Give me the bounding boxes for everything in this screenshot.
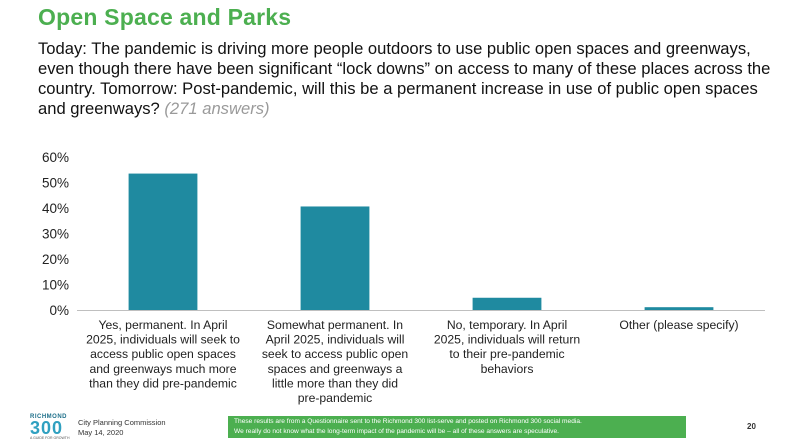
- organization-name: City Planning Commission: [78, 418, 166, 427]
- slide-title: Open Space and Parks: [38, 4, 292, 30]
- y-tick-label: 0%: [49, 303, 69, 318]
- bar: [128, 173, 198, 310]
- presentation-date: May 14, 2020: [78, 428, 124, 437]
- x-tick-label: Yes, permanent. In April 2025, individual…: [86, 318, 240, 390]
- x-tick-label: Somewhat permanent. In April 2025, indivi…: [262, 318, 408, 405]
- disclaimer-line-1: These results are from a Questionnaire s…: [234, 418, 582, 425]
- y-tick-label: 20%: [42, 252, 69, 267]
- x-tick-label: No, temporary. In April 2025, individuals…: [434, 318, 580, 376]
- richmond-300-logo: RICHMOND 300 A GUIDE FOR GROWTH: [30, 414, 69, 440]
- y-tick-label: 10%: [42, 278, 69, 293]
- logo-number: 300: [30, 418, 64, 438]
- logo-city: RICHMOND: [30, 414, 67, 420]
- disclaimer-note: These results are from a Questionnaire s…: [228, 416, 686, 438]
- answer-count: (271 answers): [164, 99, 270, 118]
- footer-organization: City Planning Commission May 14, 2020: [78, 418, 166, 438]
- bar: [472, 297, 542, 310]
- y-tick-label: 40%: [42, 201, 69, 216]
- bar-chart: 0% 10% 20% 30% 40% 50% 60% Yes, permanent. In A…: [42, 150, 765, 405]
- bar: [644, 307, 714, 310]
- x-tick-label: Other (please specify): [619, 318, 738, 332]
- bar: [300, 206, 370, 310]
- disclaimer-line-2: We really do not know what the long-term…: [234, 428, 559, 435]
- y-tick-label: 50%: [42, 176, 69, 191]
- y-tick-label: 60%: [42, 150, 69, 165]
- y-tick-label: 30%: [42, 227, 69, 242]
- page-number: 20: [747, 422, 756, 431]
- logo-tagline: A GUIDE FOR GROWTH: [30, 436, 70, 440]
- survey-question: Today: The pandemic is driving more peop…: [38, 39, 778, 119]
- question-text: Today: The pandemic is driving more peop…: [38, 39, 771, 118]
